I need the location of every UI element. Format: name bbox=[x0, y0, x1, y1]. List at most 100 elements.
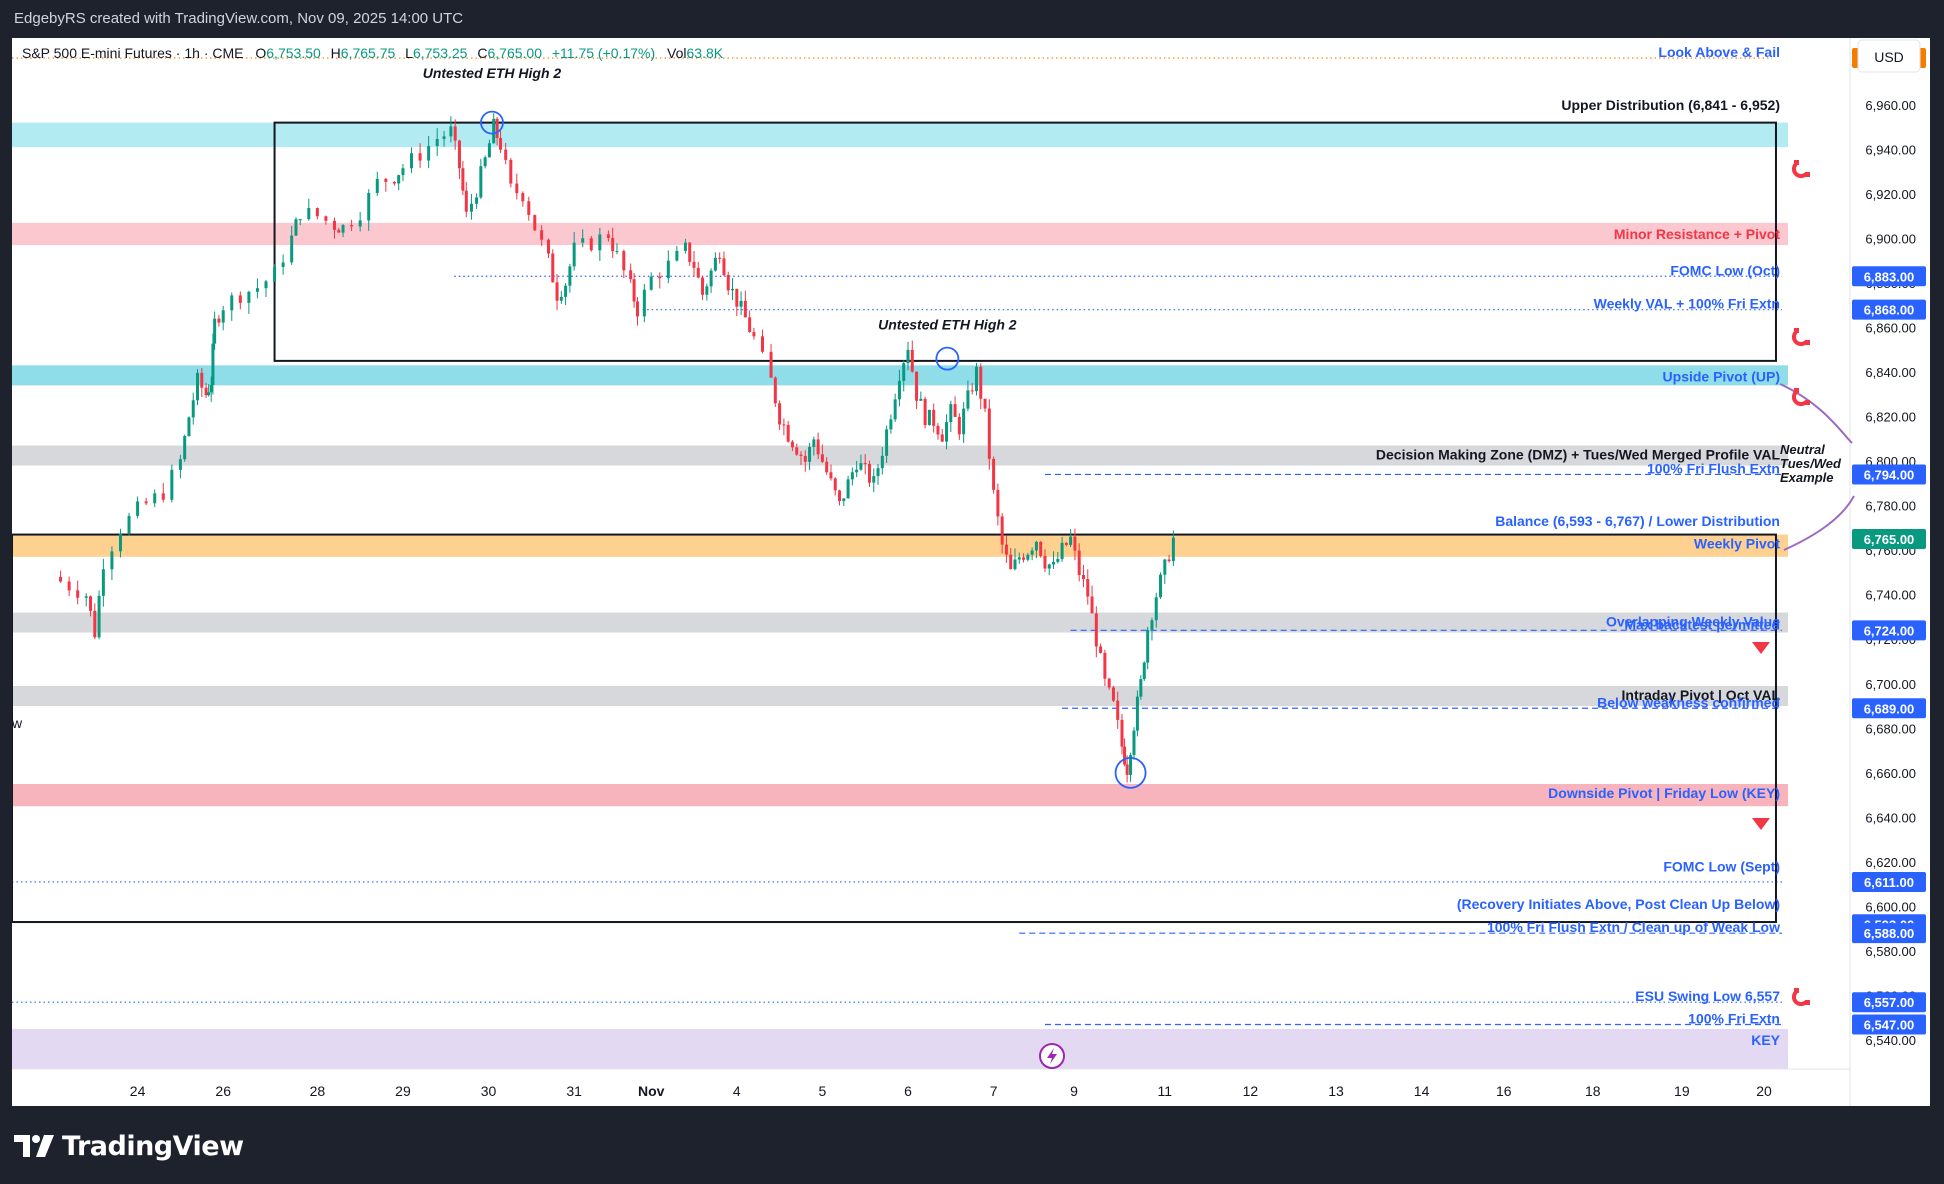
event-lightning-icon[interactable] bbox=[1039, 1043, 1065, 1069]
dmz-band bbox=[12, 445, 1788, 466]
candle-body bbox=[675, 250, 679, 261]
candle-body bbox=[1129, 754, 1133, 775]
candle-body bbox=[722, 258, 726, 276]
chart-canvas[interactable]: Untested ETH High 2 Untested ETH High 2 L… bbox=[12, 38, 1930, 1106]
candle-body bbox=[315, 208, 319, 217]
candle-body bbox=[632, 279, 636, 302]
price-tags: 6,981.006,883.006,868.006,794.006,765.00… bbox=[1852, 48, 1926, 1035]
candle-body bbox=[495, 118, 499, 138]
candle-body bbox=[829, 472, 833, 479]
candle-body bbox=[464, 190, 468, 212]
price-tick-label: 6,600.00 bbox=[1865, 899, 1916, 914]
distribution-boxes bbox=[12, 121, 1777, 924]
candle-body bbox=[384, 178, 388, 182]
candle-body bbox=[1103, 652, 1107, 679]
esu-swing-low-price-tag-text: 6,557.00 bbox=[1864, 995, 1915, 1010]
candle-body bbox=[418, 153, 422, 161]
candle-body bbox=[217, 318, 221, 323]
candle-body bbox=[808, 446, 812, 462]
time-tick-label: 14 bbox=[1414, 1083, 1430, 1099]
candle-body bbox=[572, 242, 576, 267]
candle-body bbox=[778, 403, 782, 425]
candle-body bbox=[799, 454, 803, 456]
magnet-icon bbox=[1791, 328, 1810, 347]
candle-body bbox=[606, 234, 610, 238]
candle-body bbox=[1081, 575, 1085, 580]
time-tick-label: 13 bbox=[1328, 1083, 1344, 1099]
time-tick-label: 12 bbox=[1243, 1083, 1259, 1099]
untested-eth-high-1-label: Untested ETH High 2 bbox=[423, 65, 562, 81]
untested-eth-high-2-circle bbox=[935, 346, 960, 371]
candle-body bbox=[183, 436, 187, 460]
fri-flush-588-price-tag bbox=[1852, 923, 1926, 944]
candle-body bbox=[1120, 719, 1124, 747]
time-tick-label: 31 bbox=[566, 1083, 582, 1099]
candle-body bbox=[76, 590, 80, 598]
candle-body bbox=[932, 409, 936, 426]
candle-body bbox=[859, 463, 863, 470]
candle-body bbox=[209, 385, 213, 393]
upper-distribution-band bbox=[12, 122, 1788, 148]
weekly-pivot-label: Weekly Pivot bbox=[1694, 535, 1780, 551]
candle-body bbox=[739, 300, 743, 307]
fri-extn-547-label: 100% Fri Extn bbox=[1688, 1010, 1780, 1026]
candle-body bbox=[101, 569, 105, 596]
candle-body bbox=[842, 498, 846, 502]
candle-body bbox=[401, 168, 405, 176]
currency-button[interactable]: USD bbox=[1857, 39, 1921, 73]
price-tick-label: 6,780.00 bbox=[1865, 499, 1916, 514]
candle-body bbox=[885, 429, 889, 456]
fomc-sept-line-price-tag-text: 6,611.00 bbox=[1864, 875, 1914, 890]
price-tick-label: 6,740.00 bbox=[1865, 588, 1916, 603]
time-tick-label: Nov bbox=[638, 1083, 665, 1099]
candle-body bbox=[1150, 620, 1154, 630]
candle-body bbox=[893, 399, 897, 420]
candle-body bbox=[688, 242, 692, 262]
candle-body bbox=[59, 576, 63, 582]
look-above-fail-label: Look Above & Fail bbox=[1658, 44, 1780, 60]
candle-body bbox=[876, 468, 880, 477]
candle-body bbox=[636, 301, 640, 317]
candle-body bbox=[622, 251, 626, 271]
candle-body bbox=[449, 126, 453, 137]
candle-body bbox=[200, 372, 204, 388]
price-tick-label: 6,680.00 bbox=[1865, 721, 1916, 736]
candle-body bbox=[1146, 629, 1150, 663]
magnet-icon bbox=[1791, 388, 1810, 407]
candle-body bbox=[731, 288, 735, 291]
time-tick-label: 4 bbox=[733, 1083, 741, 1099]
price-tick-label: 6,540.00 bbox=[1865, 1033, 1916, 1048]
price-tick-label: 6,860.00 bbox=[1865, 320, 1916, 335]
fri-extn-547-price-tag bbox=[1852, 1014, 1926, 1035]
candle-body bbox=[940, 434, 944, 442]
candle-body bbox=[709, 270, 713, 287]
candle-body bbox=[649, 276, 653, 290]
candle-body bbox=[324, 216, 328, 221]
candle-body bbox=[760, 336, 764, 352]
max-backtest-label: Max backtest permitted bbox=[1624, 616, 1780, 632]
candle-body bbox=[264, 281, 268, 289]
currency-label: USD bbox=[1874, 49, 1904, 65]
candle-body bbox=[1163, 559, 1167, 575]
candle-body bbox=[1069, 536, 1073, 545]
weekly-pivot-band bbox=[12, 534, 1788, 557]
weekly-val-price-tag bbox=[1852, 299, 1926, 320]
candle-body bbox=[153, 493, 157, 504]
note-connector-lower bbox=[1783, 495, 1855, 551]
candle-body bbox=[1017, 557, 1021, 560]
candle-body bbox=[718, 257, 722, 259]
time-tick-label: 18 bbox=[1585, 1083, 1601, 1099]
candle-body bbox=[611, 237, 615, 252]
candle-body bbox=[461, 168, 465, 191]
candle-body bbox=[492, 118, 496, 144]
candle-body bbox=[540, 230, 544, 240]
candle-body bbox=[1116, 700, 1120, 720]
candle-body bbox=[392, 181, 396, 184]
candle-body bbox=[979, 366, 983, 399]
candle-body bbox=[872, 476, 876, 483]
weekly-pivot-price-tag-text: 6,765.00 bbox=[1864, 532, 1915, 547]
candle-body bbox=[127, 515, 131, 534]
time-axis[interactable]: 24 26 28 29 30 31 Nov 4 5 6 7 9 11 12 13 14 16 18 19 20 bbox=[130, 1083, 1772, 1099]
candle-body bbox=[1132, 730, 1136, 755]
friday-low-circle-circle bbox=[1114, 756, 1147, 789]
